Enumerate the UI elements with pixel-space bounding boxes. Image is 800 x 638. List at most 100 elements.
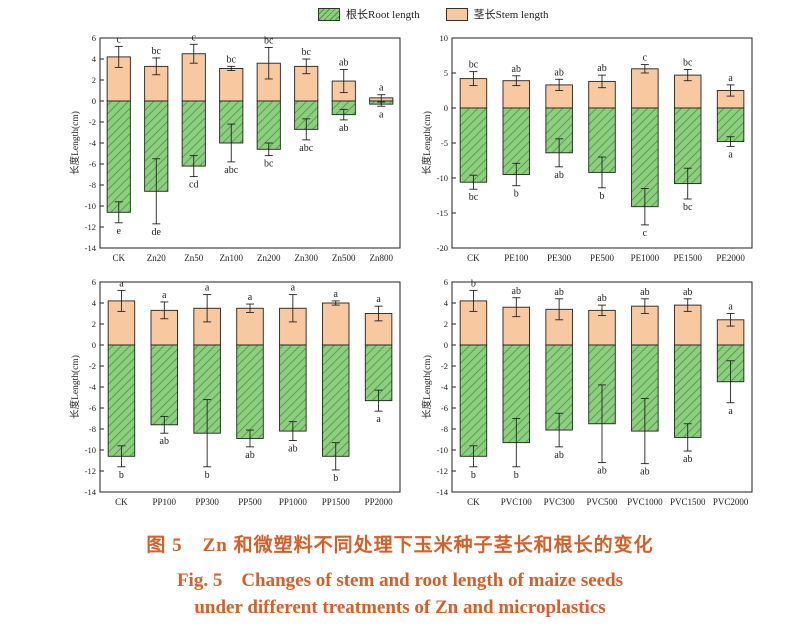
y-tick-label: -8 <box>89 180 96 190</box>
y-tick-label: 2 <box>444 319 448 329</box>
significance-label-stem: ab <box>554 67 563 78</box>
x-tick-label: PVC300 <box>544 497 576 507</box>
bar-root <box>459 107 488 183</box>
y-tick-label: -10 <box>85 445 96 455</box>
x-tick-label: PP1500 <box>322 497 351 507</box>
y-tick-label: -6 <box>89 159 96 169</box>
significance-label-root: ab <box>339 123 348 134</box>
x-tick-label: PE2000 <box>716 253 745 263</box>
y-tick-label: -20 <box>437 243 448 253</box>
y-tick-label: -4 <box>441 382 449 392</box>
significance-label-root: bc <box>469 192 479 203</box>
significance-label-stem: ab <box>339 58 348 69</box>
x-tick-label: CK <box>112 253 125 263</box>
significance-label-stem: a <box>119 278 124 289</box>
x-tick-label: Zn500 <box>332 253 356 263</box>
significance-label-stem: bc <box>227 54 237 65</box>
significance-label-root: a <box>379 109 384 120</box>
legend-label-root: 根长Root length <box>346 9 420 21</box>
x-tick-label: Zn800 <box>370 253 394 263</box>
x-tick-label: Zn50 <box>184 253 203 263</box>
chart-panel-bottom-left: 6420-2-4-6-8-10-12-14长度Length(cm)abCKaab… <box>69 277 401 507</box>
bar-root <box>106 100 131 213</box>
significance-label-stem: ab <box>640 287 649 298</box>
significance-label-root: de <box>152 227 162 238</box>
bar-root <box>256 100 281 150</box>
y-tick-label: -14 <box>85 487 97 497</box>
x-tick-label: PP300 <box>195 497 219 507</box>
significance-label-root: b <box>119 470 124 481</box>
significance-label-stem: bc <box>469 60 479 71</box>
x-tick-label: CK <box>115 497 128 507</box>
y-tick-label: -10 <box>85 201 96 211</box>
charts-canvas: 6420-2-4-6-8-10-12-14长度Length(cm)ceCKbcd… <box>69 32 753 507</box>
significance-label-root: bc <box>264 159 274 170</box>
significance-label-stem: a <box>379 83 384 94</box>
y-tick-label: -8 <box>89 424 96 434</box>
significance-label-stem: ab <box>683 287 692 298</box>
significance-label-root: ab <box>245 450 254 461</box>
x-tick-label: PVC500 <box>586 497 618 507</box>
x-tick-label: CK <box>467 253 480 263</box>
y-tick-label: 4 <box>444 298 449 308</box>
chart-panel-bottom-right: 6 4 2 0 -2 -4 -6 -8 -10 -12 -14 长度Length(cm) b b CK ab b… <box>421 277 753 507</box>
y-tick-label: -2 <box>89 117 96 127</box>
y-tick-label: -12 <box>437 466 448 476</box>
y-tick-label: -12 <box>85 466 96 476</box>
y-tick-label: 6 <box>444 277 448 287</box>
significance-label-stem: ab <box>512 286 521 297</box>
significance-label-root: cd <box>189 180 198 191</box>
significance-label-stem: ab <box>597 63 606 74</box>
bar-root <box>150 344 179 426</box>
significance-label-stem: a <box>728 302 733 313</box>
bar-stem <box>631 68 659 109</box>
y-tick-label: -5 <box>441 138 448 148</box>
x-tick-label: Zn100 <box>220 253 244 263</box>
bar-stem <box>321 302 350 346</box>
x-tick-label: PP1000 <box>279 497 308 507</box>
significance-label-stem: c <box>643 53 648 64</box>
bar-root <box>459 344 488 457</box>
significance-label-stem: bc <box>302 47 312 58</box>
significance-label-root: a <box>728 150 733 161</box>
significance-label-root: b <box>205 470 210 481</box>
y-tick-label: 5 <box>444 68 448 78</box>
y-tick-label: 0 <box>444 103 448 113</box>
significance-label-stem: a <box>248 292 253 303</box>
bar-stem <box>236 307 264 346</box>
significance-label-root: ab <box>160 436 169 447</box>
significance-label-stem: b <box>471 278 476 289</box>
x-tick-label: Zn20 <box>147 253 166 263</box>
x-tick-label: PP2000 <box>365 497 394 507</box>
x-tick-label: Zn200 <box>257 253 281 263</box>
legend-item-stem: 茎长Stem length <box>445 6 549 22</box>
y-tick-label: -12 <box>85 222 96 232</box>
significance-label-stem: c <box>117 34 122 45</box>
y-tick-label: 10 <box>440 33 449 43</box>
bar-root <box>673 344 702 438</box>
significance-label-root: c <box>643 228 648 239</box>
significance-label-stem: a <box>728 73 733 84</box>
y-tick-label: -4 <box>89 382 97 392</box>
bar-root <box>321 344 350 457</box>
bar-stem <box>219 67 244 102</box>
significance-label-stem: c <box>192 32 197 43</box>
y-axis-label: 长度Length(cm) <box>421 111 433 175</box>
legend-label-stem: 茎长Stem length <box>473 9 549 21</box>
significance-label-stem: a <box>205 283 210 294</box>
legend-swatch-root <box>318 7 340 21</box>
significance-label-stem: ab <box>554 287 563 298</box>
y-tick-label: 2 <box>92 75 96 85</box>
significance-label-root: e <box>117 226 122 237</box>
x-tick-label: PVC2000 <box>713 497 749 507</box>
y-tick-label: 6 <box>92 277 96 287</box>
y-axis-label: 长度Length(cm) <box>421 355 433 419</box>
y-tick-label: -14 <box>437 487 449 497</box>
y-tick-label: -2 <box>441 361 448 371</box>
significance-label-root: ab <box>554 450 563 461</box>
significance-label-root: b <box>514 189 519 200</box>
significance-label-root: ab <box>683 454 692 465</box>
significance-label-root: a <box>728 406 733 417</box>
chart-panel-top-right: 1050-5-10-15-20长度Length(cm)bcbcCKabbPE10… <box>421 33 753 263</box>
y-tick-label: -14 <box>85 243 97 253</box>
